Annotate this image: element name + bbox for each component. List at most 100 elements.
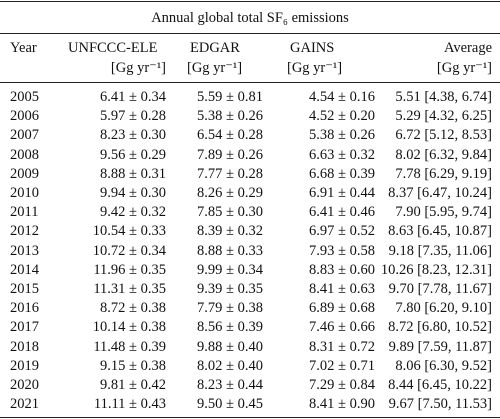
- column-header: GAINS: [290, 40, 335, 56]
- value-cell: 8.72 [6.80, 10.52]: [388, 319, 492, 336]
- value-cell: 7.93 ± 0.58: [309, 242, 375, 259]
- title-rule: [0, 33, 500, 34]
- value-cell: 8.02 ± 0.40: [197, 357, 263, 374]
- value-cell: 10.26 [8.23, 12.31]: [380, 261, 492, 278]
- column-header: UNFCCC-ELE: [68, 40, 158, 56]
- value-cell: 9.70 [7.78, 11.67]: [388, 281, 492, 297]
- year-cell: 2012: [10, 223, 39, 240]
- column-header: EDGAR: [190, 40, 240, 56]
- value-cell: 6.89 ± 0.68: [309, 300, 375, 317]
- value-cell: 8.72 ± 0.38: [100, 300, 166, 317]
- value-cell: 8.23 ± 0.30: [100, 127, 166, 144]
- value-cell: 7.90 [5.95, 9.74]: [395, 204, 492, 221]
- value-cell: 9.15 ± 0.38: [100, 357, 166, 374]
- value-cell: 8.23 ± 0.44: [197, 377, 263, 393]
- value-cell: 10.54 ± 0.33: [92, 223, 166, 240]
- value-cell: 9.67 [7.50, 11.53]: [388, 396, 492, 413]
- value-cell: 8.41 ± 0.90: [309, 396, 375, 413]
- value-cell: 7.89 ± 0.26: [197, 146, 263, 163]
- value-cell: 7.85 ± 0.30: [197, 204, 263, 221]
- column-unit: [Gg yr⁻¹]: [187, 60, 243, 76]
- value-cell: 11.11 ± 0.43: [93, 396, 166, 413]
- year-cell: 2011: [10, 204, 39, 221]
- value-cell: 5.38 ± 0.26: [309, 127, 375, 144]
- value-cell: 4.54 ± 0.16: [309, 89, 375, 105]
- value-cell: 9.56 ± 0.29: [100, 146, 166, 163]
- year-cell: 2019: [10, 357, 39, 374]
- value-cell: 11.96 ± 0.35: [93, 261, 166, 278]
- column-unit: [Gg yr⁻¹]: [110, 60, 166, 76]
- value-cell: 7.02 ± 0.71: [309, 357, 375, 374]
- value-cell: 7.79 ± 0.38: [197, 300, 263, 317]
- value-cell: 9.50 ± 0.45: [197, 396, 263, 413]
- value-cell: 6.97 ± 0.52: [309, 223, 375, 240]
- value-cell: 7.80 [6.20, 9.10]: [395, 300, 492, 317]
- column-unit: [Gg yr⁻¹]: [287, 60, 343, 76]
- value-cell: 8.56 ± 0.39: [197, 319, 263, 336]
- value-cell: 6.54 ± 0.28: [197, 127, 263, 144]
- value-cell: 8.31 ± 0.72: [309, 338, 375, 355]
- value-cell: 7.78 [6.29, 9.19]: [395, 165, 492, 182]
- year-cell: 2017: [10, 319, 39, 336]
- value-cell: 8.83 ± 0.60: [309, 261, 375, 278]
- value-cell: 11.31 ± 0.35: [93, 281, 166, 297]
- year-cell: 2007: [10, 127, 39, 144]
- year-cell: 2013: [10, 242, 39, 259]
- year-cell: 2016: [10, 300, 39, 317]
- value-cell: 7.77 ± 0.28: [197, 165, 263, 182]
- header-rule: [0, 82, 500, 83]
- table-title: Annual global total SF₆ emissions: [151, 10, 349, 26]
- year-cell: 2015: [10, 281, 39, 297]
- year-cell: 2014: [10, 261, 39, 278]
- value-cell: 9.39 ± 0.35: [197, 281, 263, 297]
- value-cell: 6.41 ± 0.46: [309, 204, 375, 221]
- value-cell: 9.88 ± 0.40: [197, 338, 263, 355]
- column-header: Average: [443, 40, 492, 56]
- value-cell: 9.81 ± 0.42: [100, 377, 166, 393]
- value-cell: 9.18 [7.35, 11.06]: [388, 242, 492, 259]
- value-cell: 9.94 ± 0.30: [100, 185, 166, 201]
- value-cell: 5.29 [4.32, 6.25]: [395, 108, 492, 125]
- value-cell: 4.52 ± 0.20: [309, 108, 375, 125]
- bottom-rule: [0, 417, 500, 418]
- value-cell: 7.29 ± 0.84: [309, 377, 375, 393]
- value-cell: 5.97 ± 0.28: [100, 108, 166, 125]
- year-cell: 2010: [10, 185, 39, 201]
- value-cell: 6.63 ± 0.32: [309, 146, 375, 163]
- value-cell: 9.42 ± 0.32: [100, 204, 166, 221]
- value-cell: 9.89 [7.59, 11.87]: [388, 338, 492, 355]
- value-cell: 8.37 [6.47, 10.24]: [388, 185, 492, 201]
- value-cell: 11.48 ± 0.39: [93, 338, 166, 355]
- year-cell: 2021: [10, 396, 39, 413]
- year-cell: 2020: [10, 377, 39, 393]
- value-cell: 8.06 [6.30, 9.52]: [395, 357, 492, 374]
- value-cell: 5.51 [4.38, 6.74]: [395, 89, 492, 105]
- year-cell: 2006: [10, 108, 39, 125]
- value-cell: 6.72 [5.12, 8.53]: [395, 127, 492, 144]
- year-cell: 2009: [10, 165, 39, 182]
- value-cell: 5.59 ± 0.81: [197, 89, 263, 105]
- column-header: Year: [10, 40, 37, 56]
- value-cell: 8.02 [6.32, 9.84]: [395, 146, 492, 163]
- year-cell: 2008: [10, 146, 39, 163]
- value-cell: 8.41 ± 0.63: [309, 281, 375, 297]
- year-cell: 2018: [10, 338, 39, 355]
- year-cell: 2005: [10, 89, 39, 105]
- value-cell: 8.88 ± 0.31: [100, 165, 166, 182]
- value-cell: 6.91 ± 0.44: [309, 185, 375, 201]
- value-cell: 8.88 ± 0.33: [197, 242, 263, 259]
- value-cell: 6.68 ± 0.39: [309, 165, 375, 182]
- value-cell: 10.14 ± 0.38: [92, 319, 166, 336]
- value-cell: 8.44 [6.45, 10.22]: [388, 377, 492, 393]
- value-cell: 10.72 ± 0.34: [92, 242, 166, 259]
- value-cell: 8.63 [6.45, 10.87]: [388, 223, 492, 240]
- value-cell: 5.38 ± 0.26: [197, 108, 263, 125]
- value-cell: 9.99 ± 0.34: [197, 261, 263, 278]
- value-cell: 6.41 ± 0.34: [100, 89, 166, 105]
- column-unit: [Gg yr⁻¹]: [436, 60, 492, 76]
- value-cell: 8.26 ± 0.29: [197, 185, 263, 201]
- top-rule: [0, 1, 500, 2]
- value-cell: 8.39 ± 0.32: [197, 223, 263, 240]
- value-cell: 7.46 ± 0.66: [309, 319, 375, 336]
